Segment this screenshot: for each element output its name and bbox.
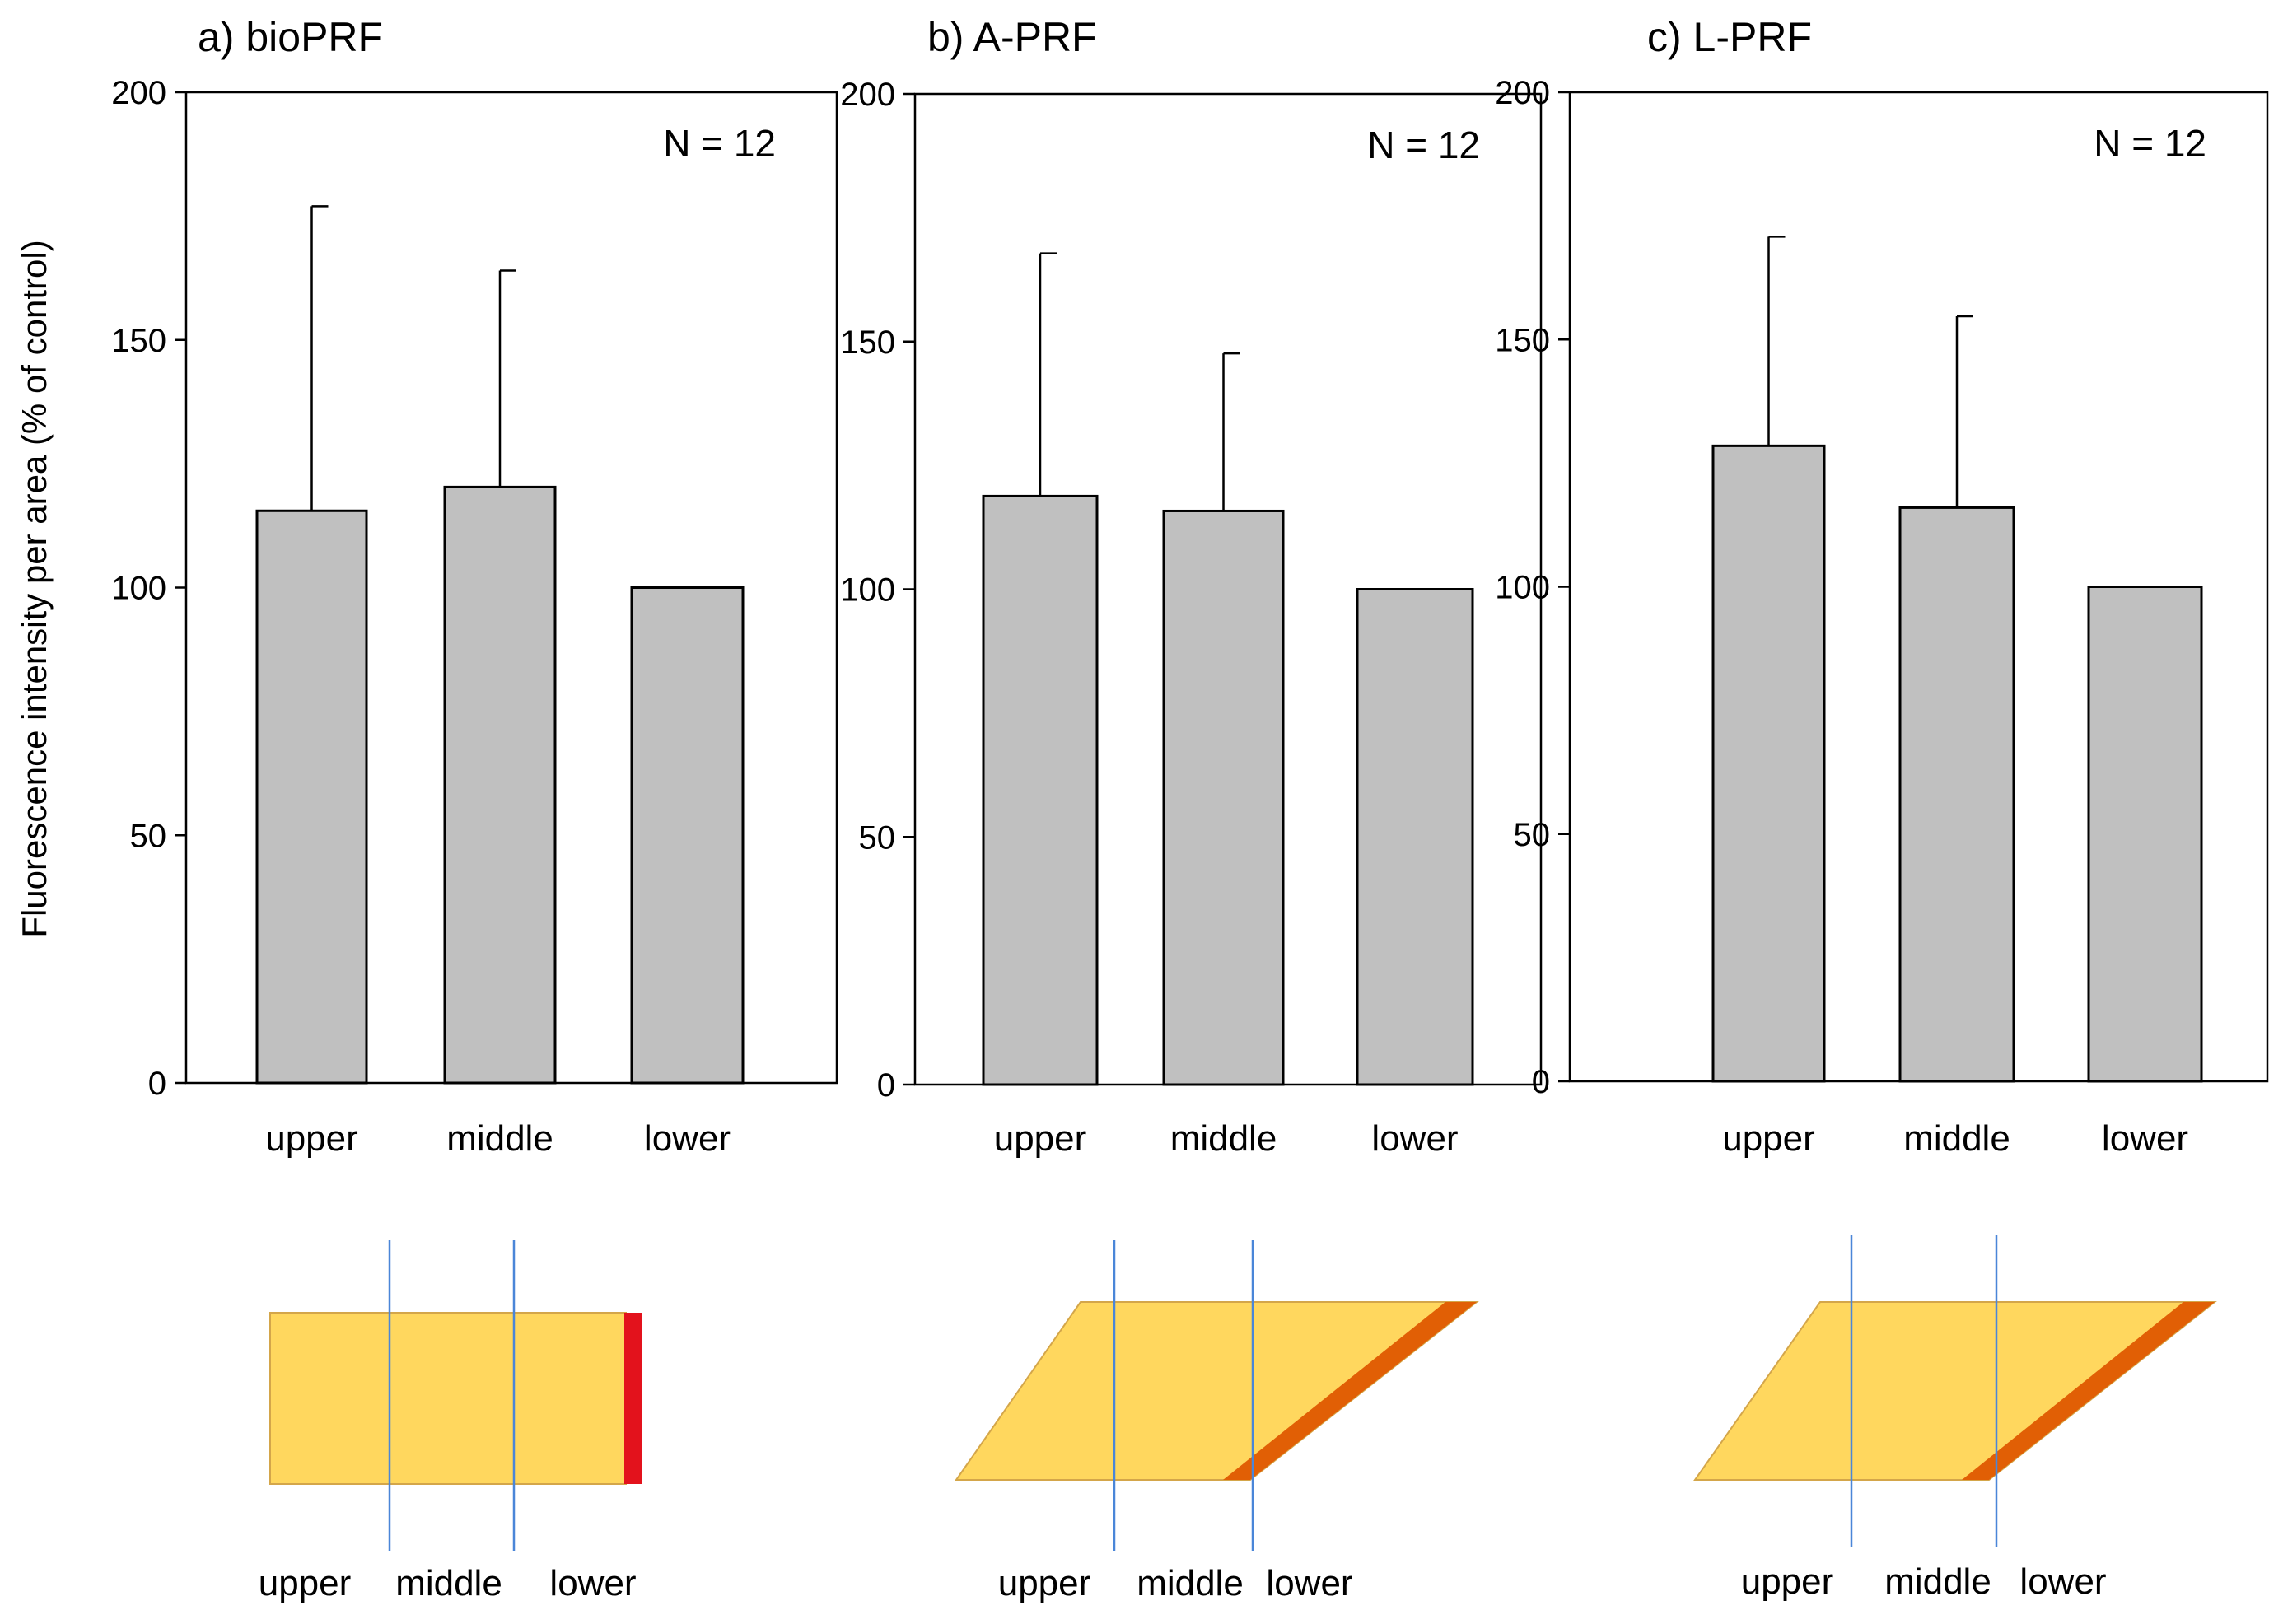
x-category-label: upper bbox=[994, 1118, 1087, 1159]
n-annotation: N = 12 bbox=[663, 122, 776, 165]
diagram-label-upper: upper bbox=[259, 1563, 352, 1603]
diagram-label-upper: upper bbox=[1741, 1561, 1834, 1602]
clot-diagram-2: upper middle lower bbox=[955, 1240, 1479, 1603]
y-tick-label: 100 bbox=[1495, 570, 1550, 606]
x-category-label: lower bbox=[1371, 1118, 1458, 1159]
x-category-label: lower bbox=[644, 1118, 731, 1159]
y-tick-label: 150 bbox=[840, 324, 895, 361]
y-tick-label: 150 bbox=[1495, 322, 1550, 358]
x-category-label: middle bbox=[1903, 1118, 2010, 1159]
clot-layer bbox=[624, 1313, 642, 1484]
panel-title: c) L-PRF bbox=[1647, 14, 1812, 60]
y-tick-label: 100 bbox=[111, 571, 166, 607]
clot-diagram-3: upper middle lower bbox=[1693, 1235, 2217, 1602]
clot-diagram-1: upper middle lower bbox=[259, 1240, 642, 1603]
diagram-label-lower: lower bbox=[2019, 1561, 2106, 1602]
x-category-label: lower bbox=[2102, 1118, 2188, 1159]
bar-lower bbox=[2087, 586, 2203, 1083]
chart-panel-3: c) L-PRF 0 50 100 150 200 N = 12 upper middle low… bbox=[1495, 14, 2269, 1159]
y-tick-label: 200 bbox=[1495, 75, 1550, 111]
clot-body bbox=[269, 1312, 627, 1485]
clot-layer bbox=[1223, 1302, 1477, 1480]
y-tick-label: 0 bbox=[877, 1067, 895, 1104]
x-category-label: middle bbox=[446, 1118, 553, 1159]
clot-layer bbox=[1962, 1302, 2215, 1480]
chart-panel-1: a) bioPRF 0 50 100 150 200 N = 12 upper middle lo… bbox=[111, 14, 838, 1159]
x-category-label: upper bbox=[1722, 1118, 1815, 1159]
bar-lower bbox=[1356, 588, 1474, 1086]
clot-body bbox=[1693, 1301, 2217, 1481]
bar-upper bbox=[255, 509, 368, 1085]
bar-lower bbox=[630, 586, 745, 1085]
x-category-label: upper bbox=[265, 1118, 358, 1159]
diagram-label-upper: upper bbox=[998, 1563, 1091, 1603]
n-annotation: N = 12 bbox=[1367, 124, 1480, 166]
y-tick-label: 200 bbox=[111, 75, 166, 111]
y-tick-label: 150 bbox=[111, 323, 166, 359]
bar-upper bbox=[1711, 444, 1826, 1083]
diagram-label-middle: middle bbox=[1884, 1561, 1991, 1602]
x-category-label: middle bbox=[1170, 1118, 1277, 1159]
clot-diagrams: upper middle lower upper middle lower upper mid… bbox=[259, 1235, 2217, 1603]
diagram-label-middle: middle bbox=[395, 1563, 502, 1603]
y-tick-label: 200 bbox=[840, 77, 895, 113]
panel-title: a) bioPRF bbox=[198, 14, 383, 60]
n-annotation: N = 12 bbox=[2094, 122, 2206, 165]
bar-middle bbox=[443, 485, 557, 1085]
y-tick-label: 100 bbox=[840, 572, 895, 609]
diagram-label-lower: lower bbox=[549, 1563, 636, 1603]
chart-panel-2: b) A-PRF 0 50 100 150 200 N = 12 upper middle low… bbox=[840, 14, 1543, 1159]
y-tick-label: 0 bbox=[148, 1066, 166, 1102]
charts: a) bioPRF 0 50 100 150 200 N = 12 upper middle lo… bbox=[111, 14, 2269, 1159]
y-tick-label: 0 bbox=[1532, 1064, 1550, 1100]
bar-upper bbox=[982, 494, 1099, 1086]
panel-title: b) A-PRF bbox=[927, 14, 1097, 60]
bar-middle bbox=[1898, 506, 2015, 1083]
y-tick-label: 50 bbox=[1514, 817, 1551, 853]
y-tick-label: 50 bbox=[859, 819, 896, 856]
diagram-label-middle: middle bbox=[1137, 1563, 1244, 1603]
y-tick-label: 50 bbox=[130, 818, 167, 854]
diagram-label-lower: lower bbox=[1266, 1563, 1352, 1603]
clot-body bbox=[955, 1301, 1479, 1481]
y-axis-label: Fluorescence intensity per area (% of co… bbox=[15, 240, 54, 937]
bar-middle bbox=[1162, 509, 1285, 1086]
